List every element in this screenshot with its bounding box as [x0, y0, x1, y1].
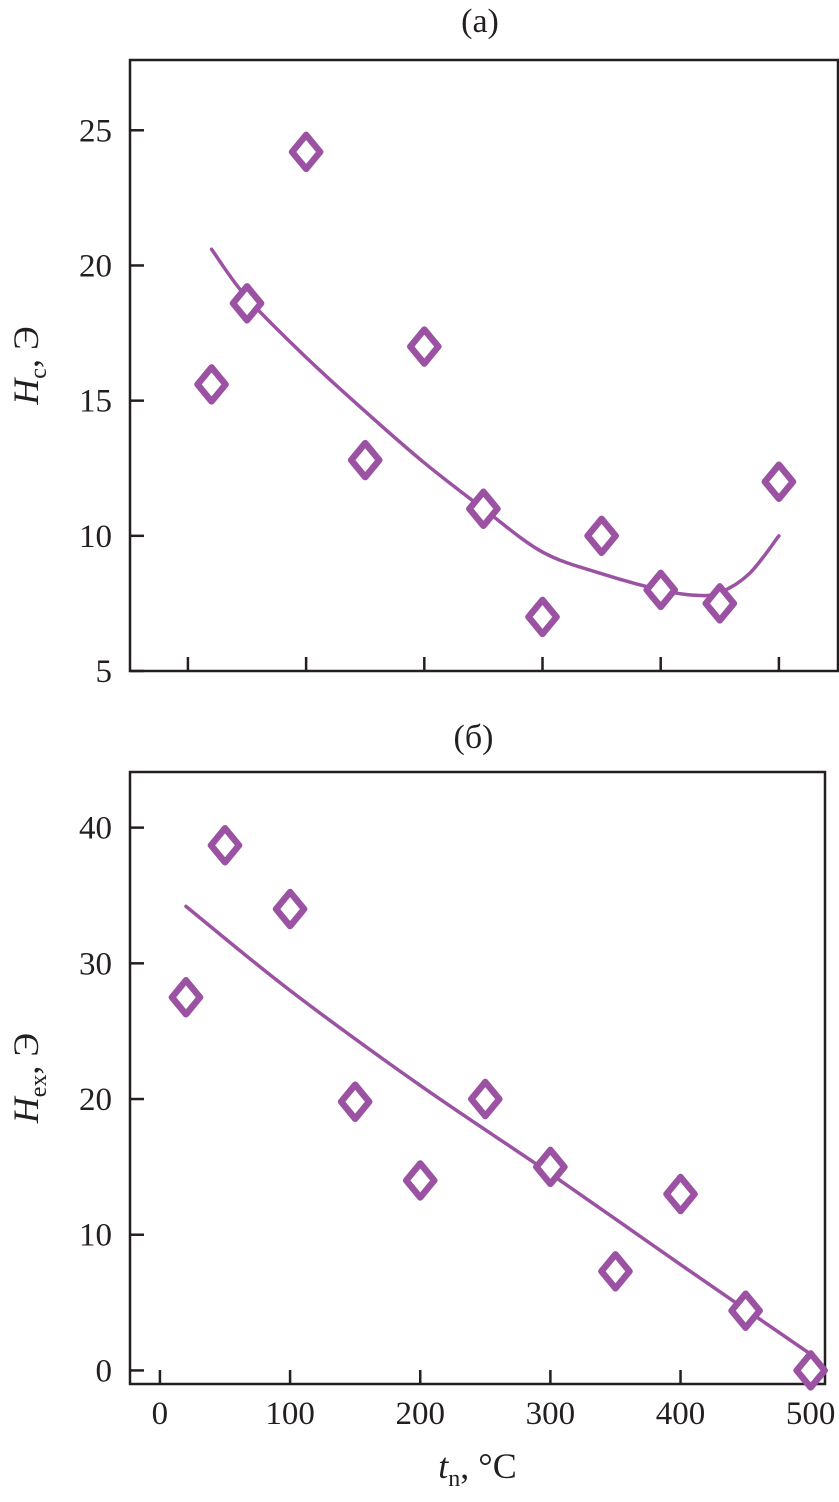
panel-title: (б): [454, 719, 494, 756]
data-point: [207, 825, 243, 866]
data-point: [229, 283, 265, 324]
y-axis-label: Hc, Э: [6, 326, 52, 405]
data-point: [194, 364, 229, 405]
x-tick-label: 100: [265, 1396, 315, 1432]
data-point: [288, 131, 324, 173]
y-tick-label: 5: [96, 654, 113, 690]
data-point: [468, 1078, 503, 1120]
fit-curve: [209, 247, 781, 598]
data-point: [272, 888, 308, 930]
data-point: [466, 488, 501, 530]
y-tick-label: 15: [79, 384, 112, 420]
y-tick-label: 20: [79, 248, 112, 284]
x-tick-label: 300: [526, 1396, 576, 1432]
panel-2: (б) 0 100 200 300 400 500 0 10 20 30 40 Hex, Э tn, °C: [6, 719, 835, 1492]
data-point: [533, 1146, 568, 1188]
data-point: [337, 1081, 373, 1122]
y-tick-label: 0: [96, 1353, 113, 1389]
y-axis-label: Hex, Э: [6, 1033, 52, 1124]
y-tick-label: 10: [79, 519, 112, 555]
data-point: [598, 1251, 633, 1292]
data-point: [525, 596, 560, 638]
data-point: [407, 326, 442, 367]
x-tick-label: 500: [786, 1396, 836, 1432]
data-point: [702, 583, 738, 624]
data-point: [643, 569, 678, 611]
data-point: [584, 515, 619, 557]
x-tick-label: 200: [395, 1396, 445, 1432]
data-point: [728, 1290, 763, 1331]
plot-frame: [128, 770, 827, 1386]
plot-frame: [128, 58, 839, 673]
y-tick-label: 25: [79, 113, 112, 149]
x-axis-label: tn, °C: [438, 1446, 516, 1492]
data-point: [347, 439, 383, 481]
fit-curve: [184, 904, 813, 1356]
x-tick-label: 0: [152, 1396, 169, 1432]
data-point: [402, 1160, 438, 1201]
y-tick-label: 40: [79, 811, 112, 847]
panel-1: (a) 5 10 15 20 25 Hc, Э: [6, 3, 839, 690]
data-point: [168, 977, 204, 1018]
data-point: [761, 461, 797, 503]
y-tick-label: 20: [79, 1082, 112, 1118]
data-point: [663, 1173, 698, 1215]
x-tick-label: 400: [656, 1396, 706, 1432]
panel-title: (a): [461, 3, 499, 40]
y-tick-label: 30: [79, 946, 112, 982]
data-point: [793, 1350, 828, 1391]
y-tick-label: 10: [79, 1218, 112, 1254]
